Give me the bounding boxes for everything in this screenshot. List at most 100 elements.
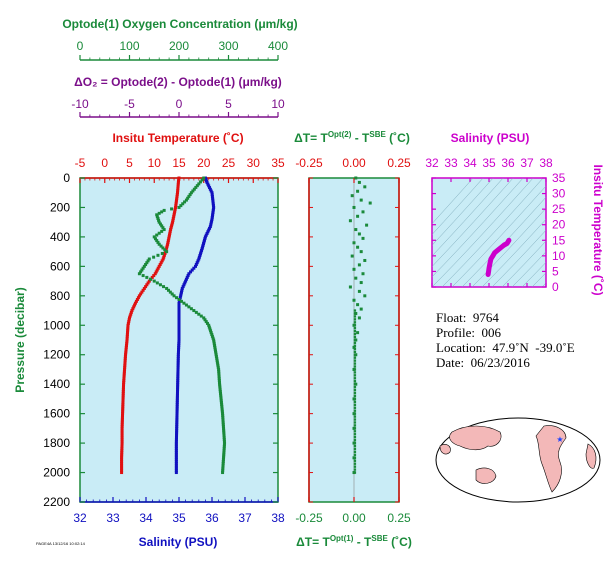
oxygen-point xyxy=(222,452,226,456)
oxygen-point xyxy=(219,395,223,399)
oxygen-point xyxy=(155,281,159,285)
temperature-point xyxy=(121,399,125,403)
oxygen-point xyxy=(216,366,220,370)
oxygen-point xyxy=(212,338,216,342)
pressure-tick-label: 2000 xyxy=(43,466,70,480)
oxygen-point xyxy=(214,351,218,355)
salinity-point xyxy=(174,454,178,458)
oxygen-point xyxy=(212,340,216,344)
salinity-point xyxy=(202,238,206,242)
oxygen-point xyxy=(221,460,225,463)
oxygen-point xyxy=(162,228,166,232)
salinity-point xyxy=(176,360,180,364)
temperature-point xyxy=(157,264,161,268)
temperature-point xyxy=(120,445,124,449)
delta-t-point xyxy=(353,453,357,457)
oxygen-point xyxy=(209,331,213,335)
salinity-point xyxy=(174,458,178,462)
temperature-point xyxy=(141,288,145,292)
ts-density-contour xyxy=(432,178,494,246)
oxygen-point xyxy=(198,180,202,184)
oxygen-point xyxy=(210,334,214,338)
oxygen-point xyxy=(139,270,143,274)
ts-series xyxy=(485,237,512,277)
oxygen-point xyxy=(217,373,221,377)
oxygen-point xyxy=(177,298,181,301)
delta-t-point xyxy=(356,245,360,249)
oxygen-point xyxy=(179,204,183,208)
oxygen-point xyxy=(220,408,224,412)
delta-t-point xyxy=(353,388,357,392)
delta-t-point xyxy=(353,338,357,342)
salinity-point xyxy=(176,355,180,359)
oxygen-point xyxy=(146,259,150,263)
ts-density-contour xyxy=(451,185,546,287)
temperature-point xyxy=(123,367,127,371)
salinity-point xyxy=(176,356,180,360)
oxygen-point xyxy=(162,208,166,212)
temperature-point xyxy=(125,332,129,336)
salinity-point xyxy=(177,349,181,353)
salinity-point xyxy=(175,395,179,399)
temperature-point xyxy=(121,406,125,410)
salinity-point xyxy=(175,410,179,414)
salinity-point xyxy=(181,285,185,289)
salinity-point xyxy=(175,406,179,410)
delta-t-bottom-tick-label: -0.25 xyxy=(295,511,323,525)
temperature-point xyxy=(120,430,124,434)
oxygen-point xyxy=(212,342,216,346)
delta-t-point xyxy=(353,433,357,436)
salinity-point xyxy=(174,437,178,441)
delta-t-point xyxy=(353,406,357,409)
salinity-point xyxy=(175,397,179,401)
salinity-point xyxy=(175,399,179,403)
salinity-point xyxy=(176,358,180,362)
salinity-point xyxy=(187,272,191,276)
oxygen-point xyxy=(220,402,224,406)
oxygen-point xyxy=(202,176,206,180)
salinity-point xyxy=(210,219,214,223)
delta-t-point xyxy=(353,438,357,442)
delta-o2-axis-title: ΔO₂ = Optode(2) - Optode(1) (μm/kg) xyxy=(74,75,282,89)
temperature-point xyxy=(122,369,126,373)
salinity-point xyxy=(205,231,209,235)
pressure-tick-label: 1400 xyxy=(43,377,70,391)
oxygen-point xyxy=(217,380,221,384)
temperature-point xyxy=(126,329,130,333)
temperature-point xyxy=(120,463,124,467)
temperature-point xyxy=(162,255,166,259)
oxygen-point xyxy=(218,390,222,394)
temperature-point xyxy=(121,390,125,394)
oxygen-point xyxy=(221,421,225,425)
temperature-point xyxy=(120,469,124,473)
oxygen-point xyxy=(222,443,226,447)
salinity-point xyxy=(211,211,215,215)
oxygen-point xyxy=(189,307,193,311)
oxygen-point xyxy=(155,213,159,217)
salinity-point xyxy=(174,460,178,463)
oxygen-point xyxy=(215,358,219,362)
oxygen-point xyxy=(189,191,193,195)
delta-t-point xyxy=(365,223,369,227)
pressure-tick-label: 1600 xyxy=(43,407,70,421)
temperature-point xyxy=(129,310,133,314)
temperature-point xyxy=(122,382,126,386)
salinity-point xyxy=(175,413,179,417)
salinity-point xyxy=(206,182,210,186)
salinity-point xyxy=(182,283,186,287)
temperature-point xyxy=(176,189,180,193)
oxygen-point xyxy=(144,263,148,267)
temperature-point xyxy=(172,211,176,215)
oxygen-point xyxy=(145,261,149,265)
temperature-point xyxy=(129,312,133,316)
delta-t-point xyxy=(353,344,357,348)
oxygen-point xyxy=(157,220,161,224)
temperature-point xyxy=(176,191,180,195)
delta-t-point xyxy=(353,441,357,445)
temperature-point xyxy=(122,371,126,375)
temperature-point xyxy=(168,231,172,235)
salinity-point xyxy=(180,288,184,292)
oxygen-point xyxy=(209,329,213,333)
oxygen-point xyxy=(153,237,157,241)
oxygen-point xyxy=(200,178,204,182)
